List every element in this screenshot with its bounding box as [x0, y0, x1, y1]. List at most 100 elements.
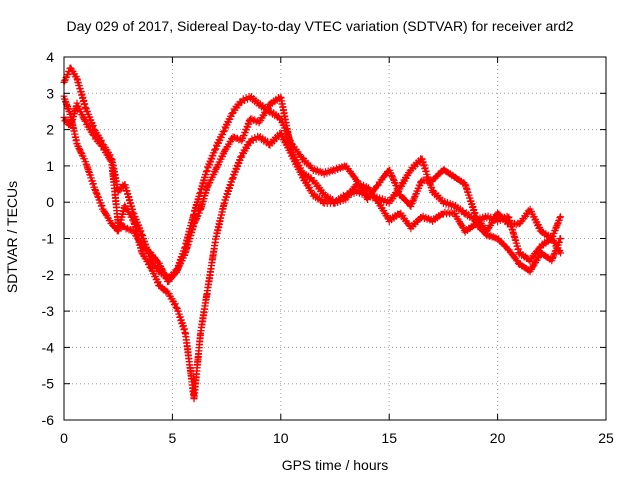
data-point [123, 182, 126, 186]
series-track-2 [60, 92, 564, 403]
data-point [388, 201, 391, 204]
data-point [453, 211, 456, 215]
data-point [398, 186, 402, 189]
data-point [84, 161, 87, 164]
data-point [559, 251, 562, 255]
data-point [312, 193, 315, 197]
data-point [214, 146, 217, 149]
data-point [453, 175, 456, 178]
data-point [249, 95, 252, 99]
series-markers [60, 64, 564, 283]
data-point [322, 193, 326, 197]
data-point [175, 306, 178, 309]
data-point [75, 77, 79, 80]
data-point [240, 153, 243, 157]
x-tick-label: 15 [381, 430, 397, 446]
data-point [409, 226, 413, 229]
x-tick-label: 10 [273, 430, 289, 446]
data-point [101, 146, 105, 149]
data-point [268, 142, 272, 146]
data-point [388, 219, 391, 222]
data-point [333, 201, 337, 204]
data-point [110, 222, 113, 226]
data-point [175, 269, 178, 273]
data-point [240, 99, 243, 102]
data-point [166, 291, 170, 295]
data-point [485, 215, 488, 218]
data-point [322, 201, 326, 204]
data-point [312, 168, 315, 171]
data-point [431, 219, 434, 222]
data-point [205, 186, 209, 189]
data-point [214, 237, 217, 240]
data-point [442, 201, 445, 204]
data-point [69, 66, 72, 70]
data-point [184, 331, 187, 335]
data-point [485, 233, 488, 237]
data-point [355, 179, 358, 182]
series-track-3 [60, 93, 564, 285]
data-series [60, 64, 564, 403]
data-point [518, 251, 521, 255]
data-point [377, 182, 380, 186]
data-point [550, 259, 553, 262]
data-point [528, 259, 532, 262]
data-point [312, 179, 315, 182]
data-point [344, 193, 348, 197]
data-point [223, 128, 226, 131]
data-point [132, 230, 135, 233]
data-point [149, 251, 152, 255]
y-tick-label: -5 [42, 376, 55, 392]
data-point [192, 397, 196, 400]
data-point [205, 291, 209, 295]
data-point [301, 157, 304, 160]
data-point [559, 215, 562, 218]
data-point [279, 132, 282, 135]
data-point [268, 102, 272, 106]
data-point [93, 186, 96, 189]
y-tick-label: -1 [42, 231, 55, 247]
data-point [101, 208, 105, 211]
data-point [420, 179, 423, 182]
data-point [496, 219, 499, 222]
x-tick-label: 20 [490, 430, 506, 446]
data-point [559, 237, 562, 240]
data-point [223, 150, 226, 153]
chart-title: Day 029 of 2017, Sidereal Day-to-day VTE… [66, 18, 574, 34]
x-tick-label: 5 [169, 430, 177, 446]
data-point [518, 262, 521, 266]
data-point [431, 190, 434, 193]
data-point [149, 266, 152, 269]
data-point [507, 215, 510, 218]
data-point [257, 102, 261, 106]
data-point [257, 135, 261, 139]
data-point [463, 211, 467, 215]
data-point [117, 230, 120, 233]
data-point [463, 182, 467, 186]
data-point [518, 222, 521, 226]
series-markers [60, 92, 564, 403]
data-point [205, 168, 209, 171]
data-point [442, 168, 445, 171]
data-point [140, 233, 144, 237]
data-point [223, 201, 226, 204]
data-point [279, 95, 282, 99]
data-point [377, 197, 380, 200]
data-point [301, 171, 304, 175]
y-tick-label: -6 [42, 412, 55, 428]
data-point [388, 168, 391, 171]
y-tick-label: -3 [42, 303, 55, 319]
y-tick-label: 1 [46, 158, 54, 174]
data-point [366, 193, 369, 197]
series-track-1 [60, 64, 564, 283]
data-point [123, 226, 126, 229]
data-point [249, 139, 252, 142]
data-point [398, 211, 402, 215]
data-point [249, 117, 252, 120]
data-point [231, 110, 235, 113]
data-point [550, 237, 553, 240]
data-point [257, 121, 261, 124]
data-point [166, 280, 170, 284]
data-point [199, 331, 202, 335]
